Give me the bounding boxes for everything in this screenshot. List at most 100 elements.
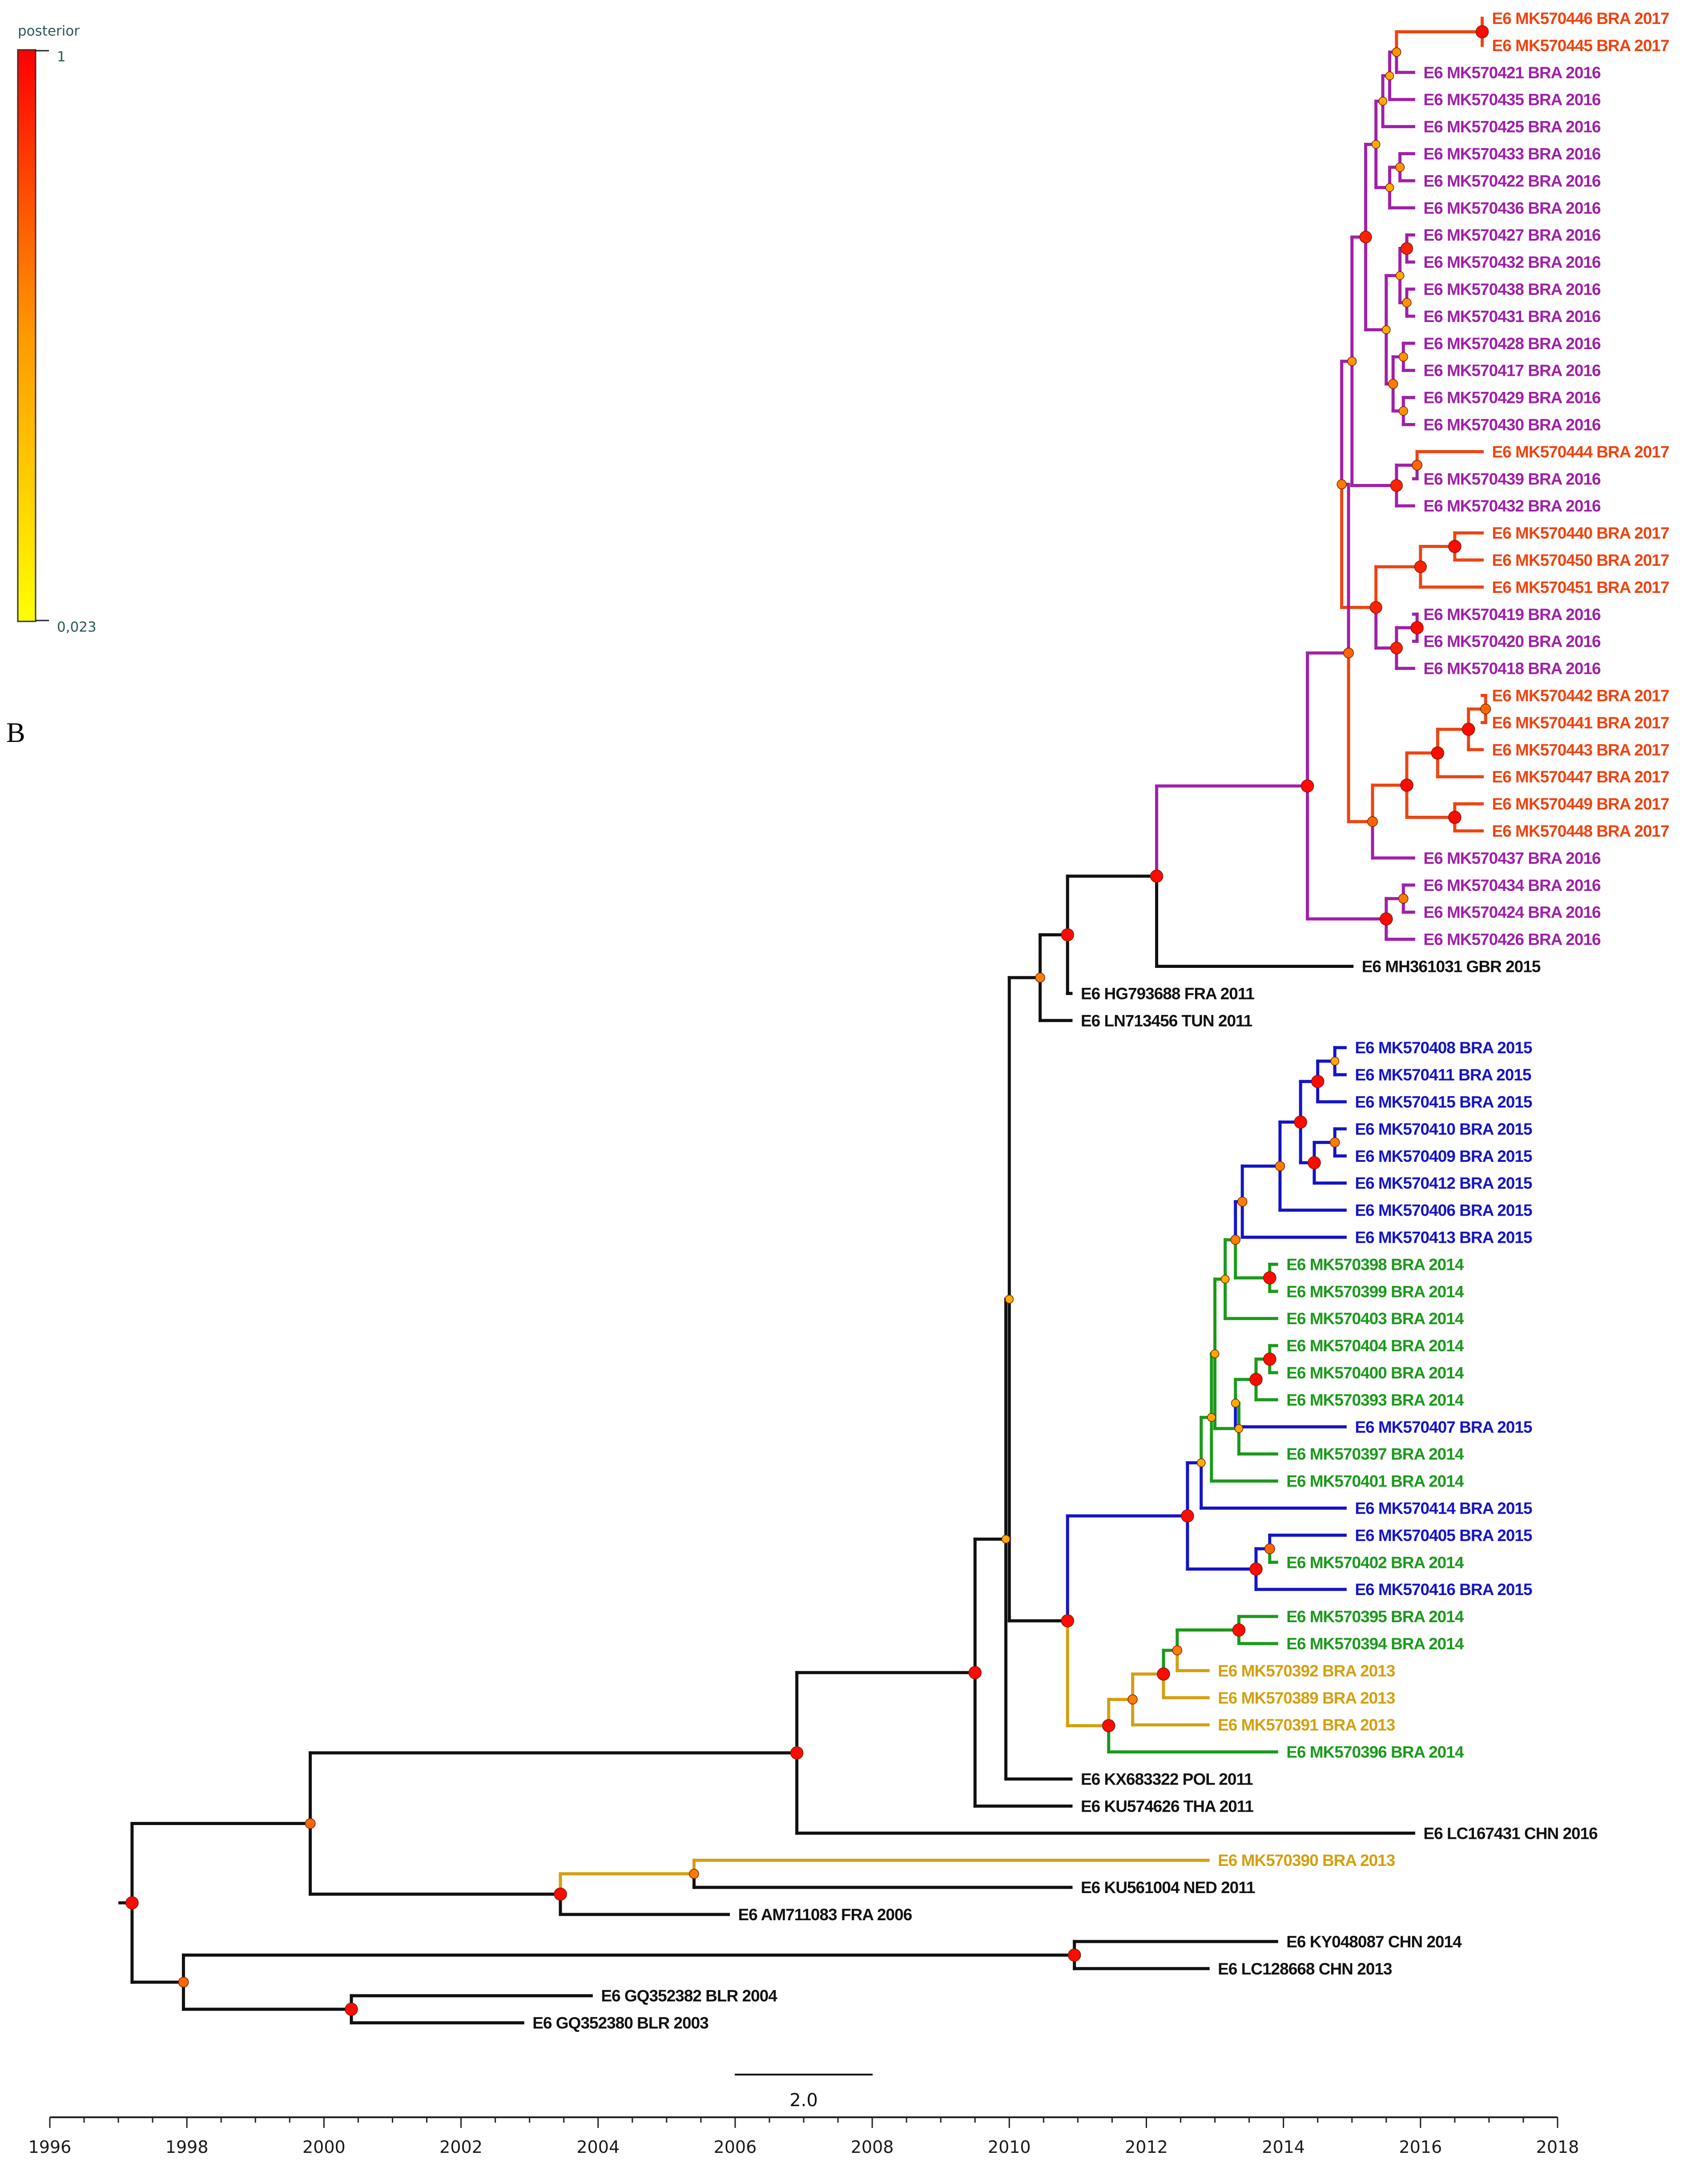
node-marker-n51 [1234, 1424, 1244, 1433]
node-marker-n56 [1249, 1562, 1263, 1576]
node-marker-n64 [1005, 1295, 1014, 1304]
node-marker-n67 [790, 1746, 804, 1760]
tip-label-t22: E6 MK570451 BRA 2017 [1492, 578, 1669, 596]
tip-label-t43: E6 MK570409 BRA 2015 [1355, 1147, 1532, 1165]
tip-label-t49: E6 MK570403 BRA 2014 [1286, 1310, 1464, 1328]
tip-label-t55: E6 MK570401 BRA 2014 [1286, 1472, 1464, 1491]
node-marker-n44 [1237, 1197, 1248, 1207]
tip-label-t41: E6 MK570415 BRA 2015 [1355, 1093, 1532, 1111]
node-marker-n5 [1395, 162, 1405, 172]
node-marker-n37 [1035, 972, 1045, 983]
node-marker-n19 [1448, 540, 1461, 553]
panel-letter: B [6, 717, 25, 748]
tip-label-t48: E6 MK570399 BRA 2014 [1286, 1282, 1464, 1301]
node-marker-n71 [1067, 1948, 1081, 1962]
tip-label-t45: E6 MK570406 BRA 2015 [1355, 1201, 1532, 1220]
tip-label-t59: E6 MK570416 BRA 2015 [1355, 1580, 1532, 1599]
node-marker-n47 [1220, 1274, 1230, 1284]
tip-label-t62: E6 MK570392 BRA 2013 [1218, 1662, 1395, 1680]
tip-label-t46: E6 MK570413 BRA 2015 [1355, 1229, 1532, 1247]
axis-tick-label-2004: 2004 [576, 2137, 620, 2157]
tip-label-t9: E6 MK570427 BRA 2016 [1423, 226, 1601, 244]
tip-label-t34: E6 MK570424 BRA 2016 [1423, 903, 1601, 922]
node-marker-n34 [1300, 779, 1314, 793]
tip-label-t56: E6 MK570414 BRA 2015 [1355, 1499, 1532, 1518]
node-marker-n66 [968, 1666, 982, 1680]
node-marker-n29 [1400, 778, 1413, 792]
tip-labels: E6 MK570446 BRA 2017 E6 MK570445 BRA 2017… [532, 9, 1669, 2032]
tip-label-t27: E6 MK570441 BRA 2017 [1492, 713, 1669, 732]
node-marker-n60 [1157, 1667, 1170, 1681]
tip-label-t69: E6 MK570390 BRA 2013 [1218, 1851, 1395, 1870]
node-marker-n39 [1311, 1075, 1325, 1088]
tip-label-t23: E6 MK570419 BRA 2016 [1423, 605, 1601, 624]
legend-color-bar [17, 49, 36, 622]
tip-label-t19: E6 MK570432 BRA 2016 [1423, 497, 1601, 515]
tip-label-t10: E6 MK570432 BRA 2016 [1423, 253, 1601, 271]
tip-label-t12: E6 MK570431 BRA 2016 [1423, 307, 1601, 326]
node-marker-n40 [1329, 1137, 1340, 1148]
tip-label-t14: E6 MK570417 BRA 2016 [1423, 362, 1601, 380]
node-marker-n35 [1150, 869, 1164, 883]
node-marker-n25 [1480, 704, 1491, 714]
node-marker-n2 [1392, 47, 1401, 57]
node-marker-n70 [305, 1818, 316, 1829]
node-marker-n59 [1172, 1645, 1183, 1656]
tip-label-t70: E6 KU561004 NED 2011 [1081, 1878, 1255, 1897]
node-marker-n33 [1380, 912, 1393, 926]
node-marker-n20 [1414, 560, 1427, 573]
node-marker-n62 [1102, 1719, 1115, 1733]
tip-label-t16: E6 MK570430 BRA 2016 [1423, 416, 1601, 434]
node-marker-n12 [1398, 406, 1408, 416]
tip-label-t37: E6 HG793688 FRA 2011 [1081, 984, 1254, 1003]
axis-tick-label-2016: 2016 [1399, 2137, 1442, 2157]
axis-tick-label-2006: 2006 [714, 2137, 757, 2157]
node-marker-n26 [1461, 722, 1475, 736]
axis-tick-label-1998: 1998 [165, 2137, 209, 2157]
node-marker-n68 [689, 1869, 699, 1879]
node-marker-n50 [1231, 1398, 1240, 1408]
legend-max-label: 1 [57, 49, 66, 65]
node-marker-n6 [1385, 183, 1394, 192]
tip-label-t61: E6 MK570394 BRA 2014 [1286, 1635, 1464, 1653]
node-marker-n10 [1395, 271, 1405, 280]
tip-label-t20: E6 MK570440 BRA 2017 [1492, 524, 1669, 542]
tip-label-t4: E6 MK570435 BRA 2016 [1423, 91, 1601, 109]
node-marker-n49 [1249, 1373, 1263, 1386]
node-marker-n30 [1367, 816, 1378, 827]
tip-label-t13: E6 MK570428 BRA 2016 [1423, 334, 1601, 353]
node-marker-n54 [1196, 1458, 1206, 1467]
tip-label-t24: E6 MK570420 BRA 2016 [1423, 633, 1601, 651]
node-marker-n53 [1207, 1413, 1216, 1422]
tip-label-t15: E6 MK570429 BRA 2016 [1423, 389, 1601, 407]
tip-label-t40: E6 MK570411 BRA 2015 [1355, 1066, 1531, 1084]
tip-label-t75: E6 GQ352380 BLR 2003 [532, 2014, 709, 2032]
node-marker-n58 [1232, 1623, 1246, 1637]
node-marker-n28 [1448, 810, 1461, 824]
node-marker-n41 [1308, 1156, 1321, 1169]
tip-label-t32: E6 MK570437 BRA 2016 [1423, 849, 1601, 867]
node-marker-n65 [1001, 1535, 1011, 1544]
tip-label-t52: E6 MK570393 BRA 2014 [1286, 1391, 1464, 1409]
tip-label-t51: E6 MK570400 BRA 2014 [1286, 1364, 1464, 1382]
node-marker-n63 [1061, 1614, 1074, 1628]
node-marker-n27 [1431, 746, 1445, 760]
node-marker-n69 [554, 1887, 567, 1901]
node-marker-n3 [1385, 71, 1394, 81]
node-marker-n52 [1210, 1349, 1220, 1358]
tip-label-t39: E6 MK570408 BRA 2015 [1355, 1039, 1532, 1057]
tip-label-t21: E6 MK570450 BRA 2017 [1492, 551, 1669, 569]
tip-label-t50: E6 MK570404 BRA 2014 [1286, 1337, 1464, 1355]
tip-label-t29: E6 MK570447 BRA 2017 [1492, 768, 1669, 786]
node-marker-n32 [1398, 894, 1409, 904]
node-marker-n18 [1347, 356, 1357, 366]
node-marker-n8 [1400, 242, 1413, 255]
node-posterior-markers [125, 25, 1491, 2016]
tip-label-t64: E6 MK570391 BRA 2013 [1218, 1716, 1395, 1734]
tip-label-t44: E6 MK570412 BRA 2015 [1355, 1174, 1532, 1193]
node-marker-n14 [1381, 325, 1391, 334]
tip-label-t58: E6 MK570402 BRA 2014 [1286, 1553, 1464, 1572]
tip-label-t35: E6 MK570426 BRA 2016 [1423, 931, 1601, 949]
node-marker-n73 [178, 1977, 189, 1988]
